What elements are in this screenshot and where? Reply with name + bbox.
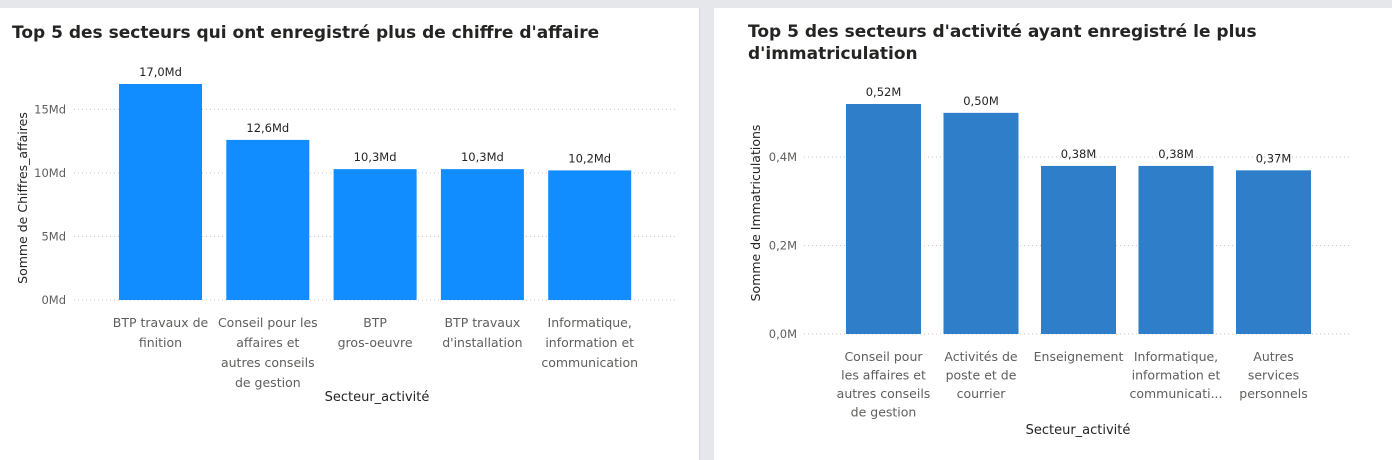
y-tick-label: 10Md [34, 166, 66, 180]
x-tick-label-line: services [1248, 368, 1299, 383]
x-tick-label-line: autres conseils [837, 386, 931, 401]
data-label: 17,0Md [139, 65, 182, 79]
x-tick-label: BTP gros-oeuvre [338, 315, 413, 350]
x-tick-label: Informatique, information et communicati..… [1129, 349, 1222, 401]
x-tick-label-line: BTP travaux [444, 315, 520, 330]
data-label: 0,37M [1256, 151, 1292, 165]
bar-chart-chiffre-affaires: 0Md 5Md 10Md 15Md 17,0Md BTP travaux de finiti… [15, 65, 676, 405]
x-tick-label-line: Enseignement [1034, 349, 1124, 364]
x-tick-label: Autres services personnels [1239, 349, 1307, 401]
x-tick-label-line: Conseil pour les [218, 315, 318, 330]
x-tick-label-line: poste et de [946, 368, 1017, 383]
x-tick-label: BTP travaux de finition [113, 315, 209, 350]
data-label: 0,50M [963, 94, 999, 108]
bar [943, 112, 1019, 334]
bar-chart-immatriculations: 0,0M 0,2M 0,4M 0,52M Conseil pour les affaire… [748, 85, 1350, 438]
bar [119, 84, 202, 300]
x-tick-label-line: gros-oeuvre [338, 335, 413, 350]
x-tick-label-line: BTP travaux de [113, 315, 209, 330]
y-tick-label: 5Md [41, 229, 66, 243]
bar [1041, 165, 1116, 334]
bar [548, 170, 632, 300]
x-tick-label-line: communication [541, 355, 638, 370]
bar [333, 169, 417, 300]
bar [440, 169, 524, 300]
x-tick-label-line: autres conseils [221, 355, 315, 370]
x-axis-title: Secteur_activité [325, 390, 430, 405]
x-axis-title: Secteur_activité [1026, 423, 1131, 438]
x-tick-label-line: Autres [1253, 349, 1293, 364]
x-tick-label: Conseil pour les affaires et autres consei… [218, 315, 318, 390]
data-label: 10,2Md [568, 151, 611, 165]
chart-panel-chiffre-affaires: Top 5 des secteurs qui ont enregistré pl… [0, 8, 700, 460]
x-tick-label-line: d'installation [442, 335, 522, 350]
y-axis-title: Somme de Immatriculations [748, 125, 763, 302]
x-tick-label-line: information et [545, 335, 634, 350]
data-label: 10,3Md [354, 150, 397, 164]
x-tick-label: Conseil pour les affaires et autres consei… [837, 349, 931, 420]
y-tick-label: 0,2M [769, 239, 797, 253]
x-tick-label-line: Conseil pour [844, 349, 923, 364]
x-tick-label-line: de gestion [235, 375, 301, 390]
x-tick-label: BTP travaux d'installation [442, 315, 522, 350]
x-tick-label-line: BTP [363, 315, 387, 330]
x-tick-label-line: Informatique, [548, 315, 632, 330]
bar [1236, 170, 1311, 334]
x-tick-label: Activités de poste et de courrier [944, 349, 1017, 401]
x-tick-label: Informatique, information et communication [541, 315, 638, 370]
x-tick-label-line: communicati... [1129, 386, 1222, 401]
y-tick-label: 0,0M [769, 327, 797, 341]
x-tick-label-line: de gestion [851, 405, 917, 420]
data-label: 0,52M [866, 85, 902, 99]
y-axis-title: Somme de Chiffres_affaires [15, 112, 30, 284]
y-tick-label: 0,4M [769, 150, 797, 164]
x-tick-label-line: affaires et [236, 335, 299, 350]
x-tick-label: Enseignement [1034, 349, 1124, 364]
x-tick-label-line: information et [1132, 368, 1221, 383]
y-tick-label: 15Md [34, 102, 66, 116]
bar [846, 104, 921, 334]
data-label: 0,38M [1158, 147, 1194, 161]
data-label: 10,3Md [461, 150, 504, 164]
data-label: 12,6Md [246, 121, 289, 135]
bar [226, 139, 310, 300]
x-tick-label-line: personnels [1239, 386, 1307, 401]
bar [1138, 165, 1214, 334]
chart-title: Top 5 des secteurs d'activité ayant enre… [748, 22, 1257, 64]
x-tick-label-line: Activités de [944, 349, 1017, 364]
x-tick-label-line: finition [139, 335, 182, 350]
data-label: 0,38M [1061, 147, 1097, 161]
x-tick-label-line: les affaires et [841, 368, 926, 383]
chart-title: Top 5 des secteurs qui ont enregistré pl… [12, 23, 600, 43]
chart-panel-immatriculations: Top 5 des secteurs d'activité ayant enre… [714, 8, 1392, 460]
x-tick-label-line: Informatique, [1134, 349, 1218, 364]
x-tick-label-line: courrier [957, 386, 1007, 401]
y-tick-label: 0Md [41, 293, 66, 307]
